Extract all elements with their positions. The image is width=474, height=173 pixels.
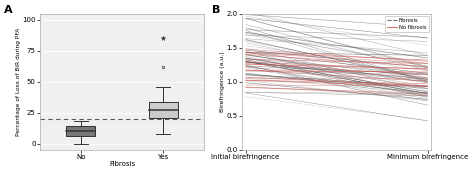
Bar — [66, 126, 95, 136]
Y-axis label: Percentage of Loss of BiR during PFA: Percentage of Loss of BiR during PFA — [16, 28, 21, 136]
Legend: Fibrosis, No fibrosis: Fibrosis, No fibrosis — [385, 16, 428, 32]
Bar — [149, 102, 178, 118]
Text: B: B — [212, 5, 220, 15]
X-axis label: Fibrosis: Fibrosis — [109, 161, 135, 167]
Y-axis label: Birefringence (a.u.): Birefringence (a.u.) — [220, 51, 225, 112]
Text: A: A — [3, 5, 12, 15]
